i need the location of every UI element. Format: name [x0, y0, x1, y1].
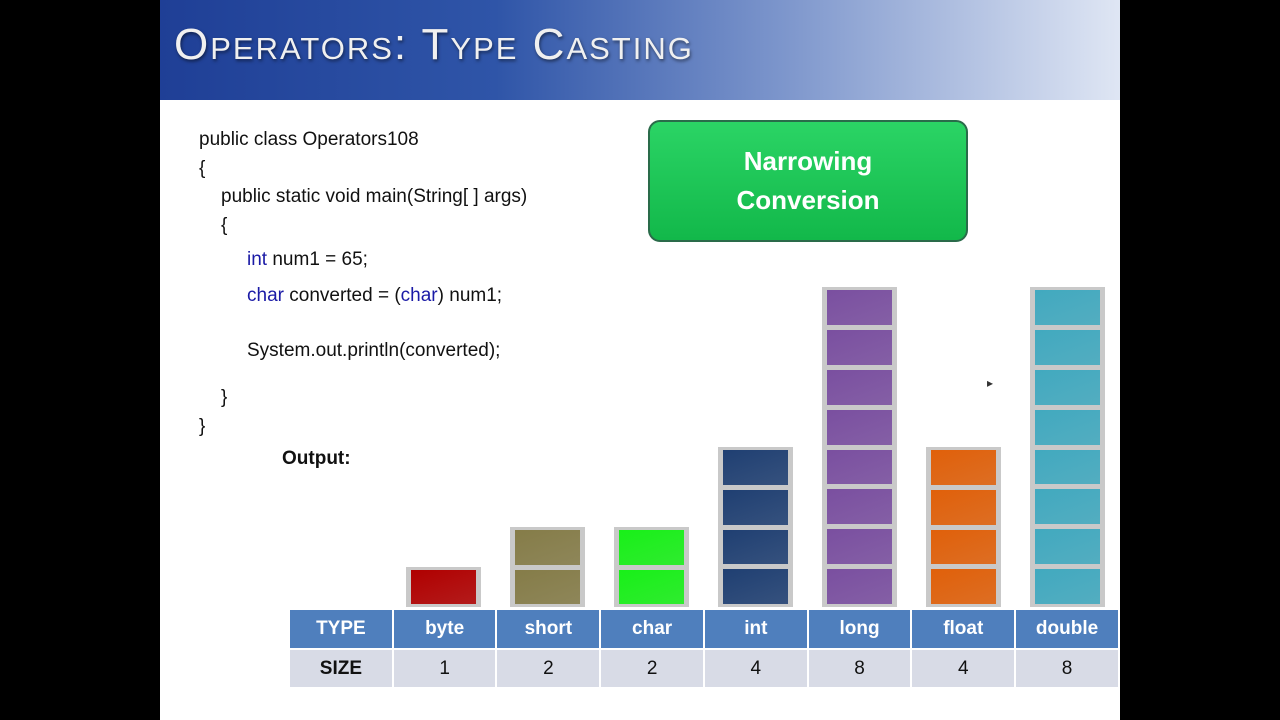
box-line: Narrowing: [743, 146, 873, 176]
type-float: float: [912, 610, 1015, 648]
size-float: 4: [912, 650, 1015, 687]
byte-block: [723, 569, 788, 604]
keyword: char: [400, 285, 438, 306]
size-long: 8: [808, 650, 911, 687]
size-row: SIZE 1 2 2 4 8 4 8: [290, 650, 1118, 687]
byte-block: [827, 290, 892, 325]
type-char: char: [601, 610, 703, 648]
byte-block: [827, 489, 892, 525]
byte-block: [827, 569, 892, 604]
type-row: TYPE byte short char int long float double: [290, 610, 1118, 648]
byte-block: [1035, 329, 1100, 365]
size-short: 2: [497, 650, 600, 687]
byte-block: [1035, 369, 1100, 405]
title-banner: Operators: Type Casting: [160, 0, 1120, 100]
keyword: int: [247, 249, 268, 270]
byte-block: [1035, 489, 1100, 525]
size-double: 8: [1016, 650, 1118, 687]
byte-block: [931, 489, 996, 525]
code-line: char converted = (char) num1;: [247, 285, 502, 307]
code-line: {: [199, 158, 206, 179]
stack-long: [822, 287, 897, 607]
stack-char: [614, 527, 689, 607]
stack-double: [1030, 287, 1105, 607]
size-byte: 1: [393, 650, 496, 687]
byte-block: [931, 529, 996, 565]
code-text: converted = (: [283, 285, 401, 306]
byte-block: [411, 570, 476, 604]
byte-block: [827, 329, 892, 365]
type-long: long: [808, 610, 911, 648]
code-line: System.out.println(converted);: [247, 340, 501, 361]
byte-block: [1035, 569, 1100, 604]
code-line: public static void main(String[ ] args): [221, 186, 528, 207]
byte-block: [1035, 290, 1100, 325]
code-line: int num1 = 65;: [247, 249, 368, 271]
type-byte: byte: [393, 610, 496, 648]
byte-block: [1035, 529, 1100, 565]
size-char: 2: [601, 650, 703, 687]
mouse-cursor-icon: ▸: [987, 376, 994, 390]
stack-float: [926, 447, 1001, 607]
code-line: }: [199, 416, 206, 437]
byte-block: [931, 450, 996, 485]
byte-block: [827, 449, 892, 485]
type-int: int: [704, 610, 807, 648]
size-header: SIZE: [290, 650, 392, 687]
byte-block: [619, 530, 684, 565]
type-double: double: [1016, 610, 1118, 648]
byte-block: [827, 369, 892, 405]
output-label: Output:: [282, 448, 351, 469]
box-line: Conversion: [736, 185, 880, 215]
slide: Operators: Type Casting public class Ope…: [160, 0, 1120, 720]
code-line: }: [221, 387, 228, 408]
type-header: TYPE: [290, 610, 392, 648]
byte-block: [515, 569, 580, 604]
narrowing-conversion-box: Narrowing Conversion: [648, 120, 968, 242]
type-size-table: TYPE byte short char int long float double SIZE…: [288, 608, 1120, 689]
byte-block: [827, 409, 892, 445]
code-text: num1 = 65;: [267, 249, 368, 270]
byte-block: [1035, 409, 1100, 445]
type-short: short: [497, 610, 600, 648]
code-line: public class Operators108: [199, 129, 419, 150]
byte-block: [723, 450, 788, 485]
stack-byte: [406, 567, 481, 607]
byte-block: [723, 489, 788, 525]
stack-short: [510, 527, 585, 607]
keyword: char: [247, 285, 284, 306]
size-int: 4: [704, 650, 807, 687]
byte-block: [1035, 449, 1100, 485]
code-line: {: [221, 215, 228, 236]
byte-block: [931, 569, 996, 604]
byte-block: [619, 569, 684, 604]
stack-int: [718, 447, 793, 607]
byte-block: [723, 529, 788, 565]
byte-block: [515, 530, 580, 565]
byte-block: [827, 529, 892, 565]
code-text: ) num1;: [437, 285, 503, 306]
slide-title: Operators: Type Casting: [174, 20, 694, 69]
